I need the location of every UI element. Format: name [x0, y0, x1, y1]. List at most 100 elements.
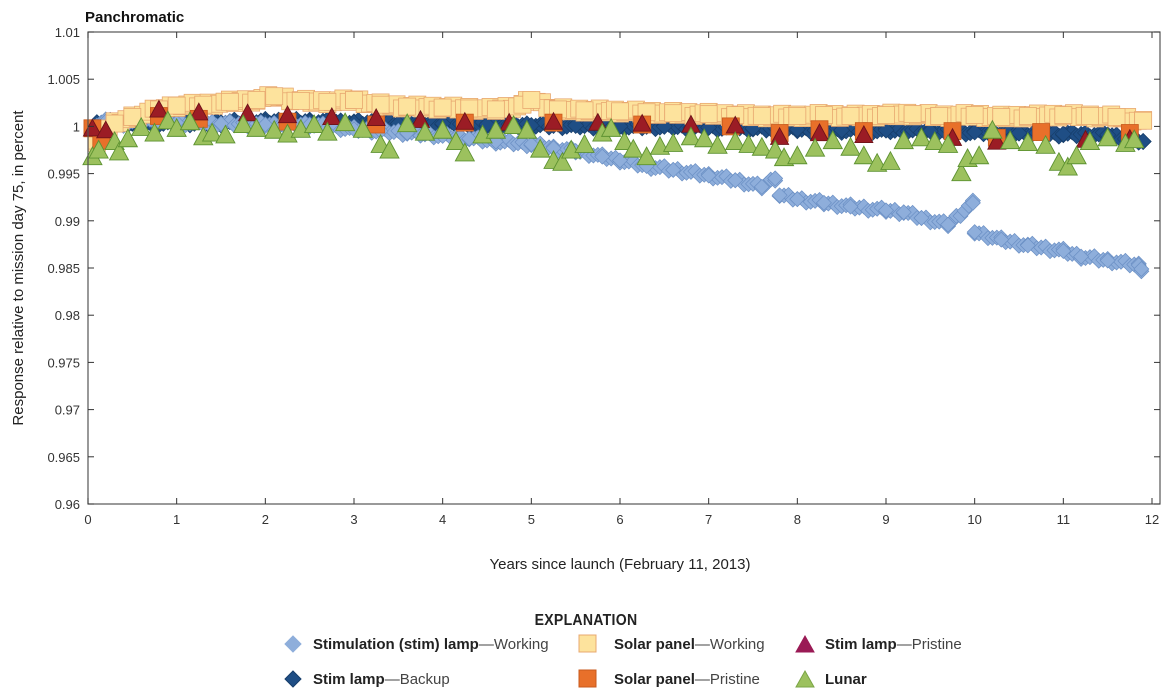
y-tick-label: 1.005: [47, 72, 80, 87]
solar-working-point: [575, 101, 594, 120]
stim-pristine-point: [322, 107, 342, 126]
solar-working-point: [1054, 106, 1073, 124]
stim-working-point: [1133, 260, 1150, 277]
solar-working-point: [992, 108, 1011, 126]
legend-item-stim-backup: Stim lamp—Backup: [283, 669, 450, 689]
x-tick-label: 4: [439, 512, 446, 527]
legend-label-bold: Solar panel: [614, 670, 695, 688]
axes: 0 1 2 3 4 5 6 7 8 9 10 11 120.960.9650.970.9750.980.…: [47, 25, 1161, 527]
lunar-point: [1057, 156, 1079, 176]
lunar-point: [751, 136, 773, 156]
solar-working-point: [247, 91, 266, 109]
lunar-point: [1124, 129, 1145, 149]
lunar-point: [215, 124, 236, 144]
y-tick-label: 1.01: [55, 25, 80, 40]
stim-working-point: [665, 161, 682, 178]
solar-working-point: [123, 108, 142, 126]
lunar-point: [725, 131, 746, 151]
y-tick-label: 0.975: [47, 355, 80, 370]
y-tick-label: 0.965: [47, 450, 80, 465]
lunar-point: [144, 122, 165, 142]
solar-working-point: [699, 105, 718, 124]
solar-working-point: [965, 106, 984, 124]
stim-backup-point: [1054, 125, 1072, 143]
solar-working-point: [522, 91, 541, 109]
lunar-point: [764, 139, 786, 159]
lunar-point: [1035, 134, 1056, 154]
x-tick-label: 0: [84, 512, 91, 527]
lunar-point: [317, 121, 338, 141]
x-tick-label: 7: [705, 512, 712, 527]
lunar-point: [179, 111, 201, 131]
lunar-point: [552, 151, 573, 171]
lunar-point: [693, 128, 715, 148]
solar-working-point: [1134, 111, 1153, 130]
solar-working-point: [265, 87, 284, 106]
solar-working-point: [318, 92, 337, 111]
stim-working-point: [913, 209, 930, 226]
lunar-point: [432, 119, 453, 139]
legend-title: EXPLANATION: [534, 612, 638, 629]
legend-label-light: —Working: [694, 635, 765, 653]
stim-pristine-point: [632, 113, 652, 132]
stim-working-point: [964, 194, 981, 211]
stim-working-point: [767, 170, 784, 187]
legend-item-solar-pristine: Solar panel—Pristine: [578, 669, 760, 689]
chart-title: Panchromatic: [85, 9, 184, 26]
y-tick-label: 0.99: [55, 214, 80, 229]
stim-working-point: [771, 187, 788, 204]
legend-item-stim-working: Stimulation (stim) lamp—Working: [283, 634, 549, 654]
lunar-point: [414, 121, 436, 141]
lunar-point: [445, 131, 467, 151]
stim-pristine-point: [366, 107, 386, 127]
lunar-point: [379, 139, 400, 159]
lunar-point: [1079, 131, 1101, 151]
y-tick-label: 0.97: [55, 403, 80, 418]
solar-working-point: [345, 91, 363, 109]
lunar-point: [1097, 127, 1118, 147]
lunar-point: [263, 119, 285, 139]
stim-pristine-point: [455, 111, 475, 130]
x-tick-label: 3: [350, 512, 357, 527]
legend-label-bold: Stim lamp: [313, 670, 385, 688]
legend-label-bold: Stim lamp: [825, 635, 897, 653]
series-solar-working: [87, 86, 1153, 152]
solar-working-point: [841, 107, 860, 125]
lunar-point: [1017, 132, 1039, 151]
stim-working-point: [842, 198, 859, 215]
legend-label-light: —Working: [478, 635, 549, 653]
solar-working-point: [1107, 108, 1126, 126]
lunar-point: [840, 136, 861, 156]
stim-pristine-point: [277, 105, 298, 124]
stim-pristine-point: [809, 123, 830, 142]
x-tick-label: 11: [1057, 512, 1071, 527]
stim-working-point: [966, 224, 983, 241]
lunar-point: [529, 138, 551, 158]
lunar-point: [516, 119, 538, 139]
legend-label-bold: Solar panel: [614, 635, 695, 653]
lunar-point: [614, 131, 635, 151]
lunar-point: [117, 128, 139, 148]
stim-backup-point: [1010, 124, 1028, 142]
lunar-point: [822, 130, 844, 150]
series-lunar: [82, 110, 1145, 182]
lunar-point: [951, 162, 972, 182]
stim-pristine-point: [149, 99, 169, 118]
lunar-point: [600, 117, 622, 137]
stim-working-point: [993, 231, 1010, 248]
lunar-point: [707, 134, 728, 154]
lunar-point: [999, 130, 1021, 150]
solar-working-point: [752, 107, 771, 125]
solar-working-point: [930, 107, 949, 125]
solar-working-point: [486, 100, 505, 119]
y-tick-label: 0.995: [47, 167, 80, 182]
legend-label-bold: Lunar: [825, 670, 867, 688]
lunar-point: [130, 116, 152, 136]
stim-pristine-point: [189, 102, 209, 121]
solar-working-point: [398, 97, 417, 116]
solar-working-point: [664, 104, 683, 123]
lunar-point: [201, 122, 223, 142]
lunar-point: [334, 112, 356, 132]
stim-working-point: [1073, 248, 1090, 265]
stim-pristine-point: [543, 111, 564, 130]
